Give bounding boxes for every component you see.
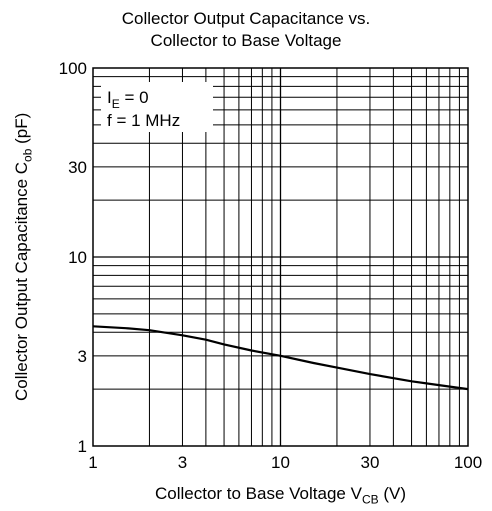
conditions-background xyxy=(101,82,213,132)
condition-freq-label: f = 1 MHz xyxy=(107,111,180,130)
x-axis-label: Collector to Base Voltage VCB (V) xyxy=(155,484,406,506)
y-tick-label: 1 xyxy=(78,437,87,456)
x-tick-label: 30 xyxy=(360,453,379,472)
y-axis-label-sub: ob xyxy=(20,148,35,163)
plot-frame xyxy=(92,67,469,447)
y-axis-label: Collector Output Capacitance Cob (pF) xyxy=(12,113,34,401)
x-axis-label-unit: (V) xyxy=(378,484,407,503)
y-axis-label-unit: (pF) xyxy=(12,112,31,149)
chart-title-line-2: Collector to Base Voltage xyxy=(150,31,342,50)
y-tick-label: 3 xyxy=(78,347,87,366)
x-tick-label: 10 xyxy=(271,453,290,472)
x-tick-label: 3 xyxy=(178,453,187,472)
x-axis-label-main: Collector to Base Voltage V xyxy=(154,484,362,503)
x-tick-label: 1 xyxy=(88,453,97,472)
y-tick-label: 100 xyxy=(59,59,87,78)
chart-title-line-1: Collector Output Capacitance vs. xyxy=(121,9,371,28)
y-axis-label-main: Collector Output Capacitance C xyxy=(12,162,31,402)
x-tick-label: 100 xyxy=(454,453,482,472)
y-tick-label: 30 xyxy=(68,158,87,177)
y-tick-label: 10 xyxy=(68,248,87,267)
x-axis-label-sub: CB xyxy=(361,492,379,507)
condition-ie-label: IE = 0 xyxy=(107,88,149,111)
capacitance-curve xyxy=(92,325,469,391)
